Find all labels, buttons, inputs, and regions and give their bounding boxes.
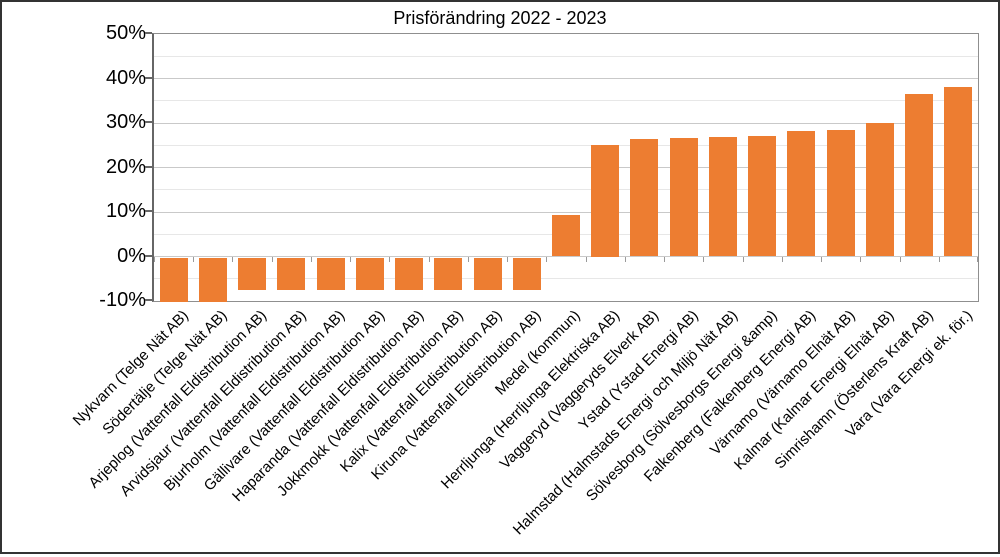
x-axis-tick <box>742 256 744 262</box>
x-axis-tick <box>977 256 978 262</box>
x-axis-tick <box>350 256 352 262</box>
y-axis-tick <box>145 32 152 34</box>
gridline-major <box>154 167 978 168</box>
x-axis-tick <box>899 256 901 262</box>
chart-title: Prisförändring 2022 - 2023 <box>393 8 607 28</box>
bar <box>630 139 659 257</box>
x-axis-tick <box>860 256 862 262</box>
x-axis-tick <box>781 256 783 262</box>
x-axis-tick <box>154 256 155 262</box>
bar <box>552 215 580 257</box>
y-axis-tick-label: 50% <box>105 22 146 44</box>
y-axis-tick-label: 40% <box>105 66 146 89</box>
bar <box>473 257 502 290</box>
gridline-minor <box>154 55 978 57</box>
x-axis-tick <box>585 256 587 262</box>
y-axis-tick <box>145 165 152 168</box>
bar <box>159 257 188 302</box>
x-axis-tick <box>310 256 312 262</box>
x-axis-tick <box>624 256 626 262</box>
x-axis-tick <box>546 256 548 262</box>
gridline-minor <box>154 100 978 102</box>
bar <box>395 257 424 290</box>
x-axis-tick <box>467 256 469 262</box>
y-axis-tick <box>145 299 152 301</box>
bar <box>355 257 384 290</box>
gridline-major <box>154 78 978 79</box>
x-axis-tick <box>389 256 391 262</box>
gridline-minor <box>154 144 978 146</box>
bar <box>434 257 463 290</box>
bar <box>591 145 620 257</box>
bar <box>905 93 934 257</box>
bar <box>238 257 267 290</box>
gridline-major <box>154 122 978 124</box>
gridline-major <box>154 256 978 257</box>
gridline-minor <box>154 189 978 191</box>
bar <box>826 130 855 257</box>
y-axis-tick <box>145 76 152 79</box>
bar <box>198 257 227 302</box>
y-axis-tick-label: -10% <box>99 289 146 311</box>
gridline-major <box>154 211 978 213</box>
y-axis-tick-label: 0% <box>117 244 146 267</box>
bar <box>787 130 816 257</box>
x-axis-tick <box>193 256 195 262</box>
x-axis-tick <box>703 256 705 262</box>
x-axis-tick <box>232 256 234 262</box>
bar <box>748 135 777 257</box>
bar <box>316 257 345 290</box>
plot-area <box>152 33 979 302</box>
x-axis-tick <box>507 256 509 262</box>
bar <box>512 257 541 290</box>
x-axis-tick <box>938 256 940 262</box>
bar <box>865 123 894 257</box>
y-axis-tick-label: 10% <box>105 200 146 222</box>
y-axis-tick-label: 30% <box>105 111 146 133</box>
y-axis-tick <box>145 121 152 123</box>
bar <box>708 136 737 257</box>
bar <box>669 137 698 257</box>
y-axis-tick-label: 20% <box>105 155 146 178</box>
bar <box>944 86 973 257</box>
x-axis-tick <box>428 256 430 262</box>
y-axis-tick <box>145 254 152 257</box>
bar <box>277 257 306 290</box>
gridline-minor <box>154 278 978 280</box>
x-axis-tick <box>664 256 666 262</box>
x-axis-tick <box>271 256 273 262</box>
x-axis-tick <box>821 256 823 262</box>
y-axis-tick <box>145 210 152 212</box>
